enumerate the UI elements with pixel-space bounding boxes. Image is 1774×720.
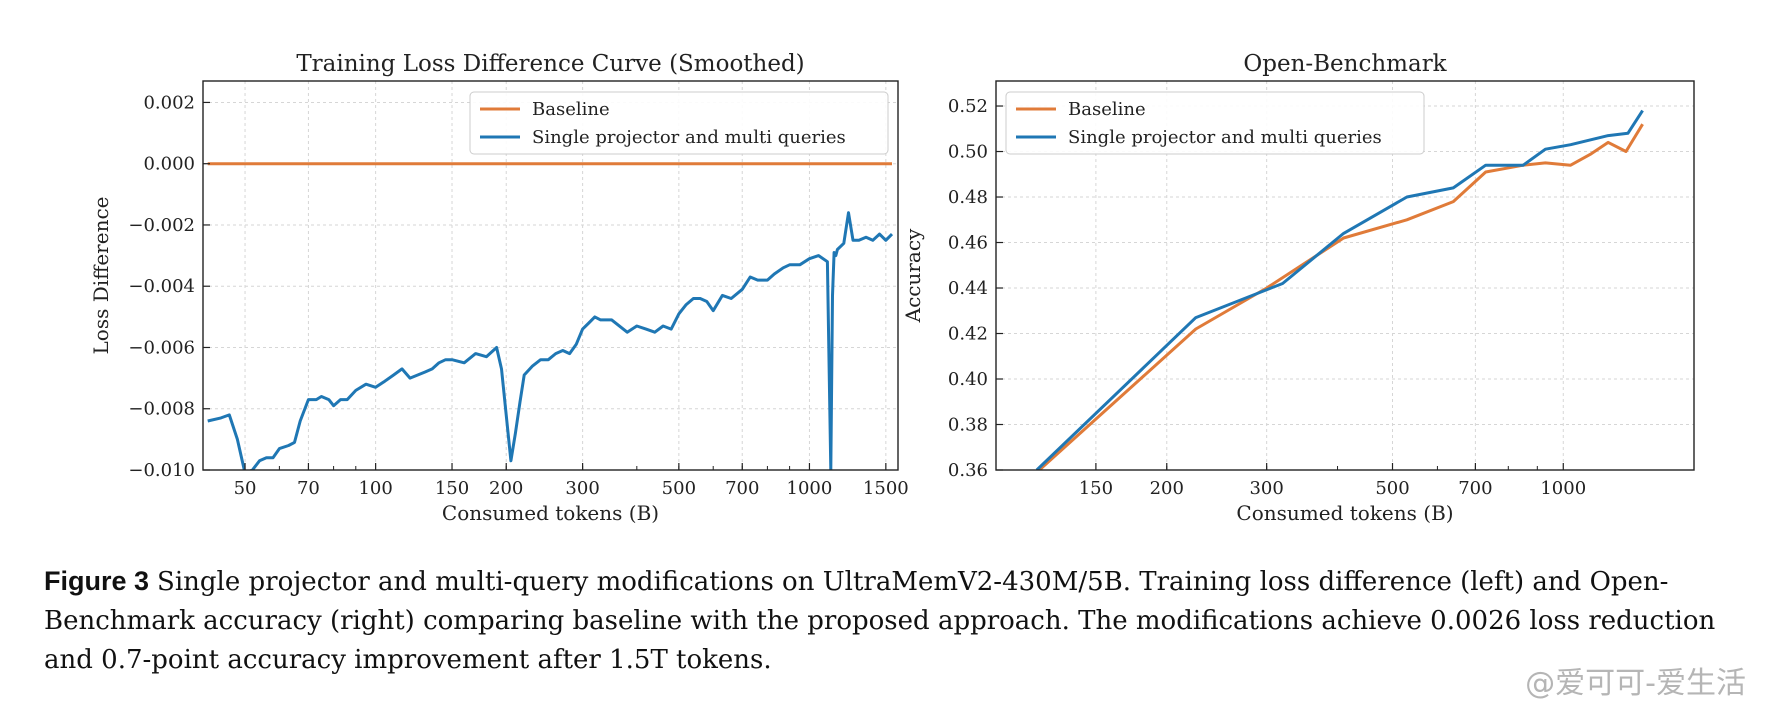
y-tick-label: 0.002 [143, 92, 195, 113]
y-tick-label: 0.44 [948, 278, 988, 299]
x-tick-label: 100 [358, 478, 392, 499]
legend-entry: Baseline [532, 99, 610, 120]
series-line-single-projector [207, 211, 894, 470]
legend: Baseline Single projector and multi queri… [469, 91, 889, 155]
x-tick-label: 1000 [1540, 478, 1586, 499]
y-tick-label: −0.010 [128, 460, 195, 481]
y-tick-label: 0.42 [948, 324, 988, 345]
chart-title: Open-Benchmark [1243, 51, 1447, 77]
y-tick-label: 0.40 [948, 369, 988, 390]
x-tick-label: 200 [489, 478, 523, 499]
x-tick-label: 300 [565, 478, 599, 499]
x-tick-label: 700 [725, 478, 759, 499]
y-tick-label: −0.006 [128, 337, 195, 358]
x-axis-label: Consumed tokens (B) [442, 501, 659, 525]
x-tick-label: 1000 [787, 478, 833, 499]
figure-caption: Figure 3 Single projector and multi-query… [44, 562, 1734, 680]
y-tick-label: −0.002 [128, 215, 195, 236]
legend-entry: Single projector and multi queries [1068, 127, 1382, 148]
caption-text: Single projector and multi-query modific… [44, 567, 1716, 675]
series-line-baseline [1037, 123, 1644, 470]
chart-2: 150 200 300 500 700 1000 0.36 0.38 0.40 0.42 0.44 0… [901, 51, 1695, 525]
legend-entry: Single projector and multi queries [532, 127, 846, 148]
x-tick-label: 300 [1249, 478, 1283, 499]
y-tick-label: 0.52 [948, 96, 988, 117]
y-tick-label: −0.008 [128, 399, 195, 420]
legend: Baseline Single projector and multi queri… [1005, 91, 1425, 155]
y-tick-label: 0.000 [143, 154, 195, 175]
y-axis-label: Loss Difference [89, 197, 113, 355]
legend-entry: Baseline [1068, 99, 1146, 120]
x-tick-label: 1500 [863, 478, 909, 499]
series-line-single-projector [1035, 109, 1644, 470]
y-tick-label: 0.38 [948, 415, 988, 436]
legend-box [469, 91, 889, 155]
x-tick-label: 700 [1458, 478, 1492, 499]
plot-frame [202, 80, 899, 471]
x-tick-label: 150 [1079, 478, 1113, 499]
x-tick-label: 70 [297, 478, 320, 499]
figure-canvas: 50 70 100 150 200 300 500 700 1000 1500 0.002 0.000… [89, 51, 1695, 525]
x-axis-label: Consumed tokens (B) [1236, 501, 1453, 525]
x-tick-label: 500 [1375, 478, 1409, 499]
y-tick-label: −0.004 [128, 276, 195, 297]
x-tick-label: 200 [1150, 478, 1184, 499]
x-tick-label: 500 [662, 478, 696, 499]
caption-label: Figure 3 [44, 566, 150, 596]
x-tick-label: 50 [234, 478, 257, 499]
plot-frame [995, 80, 1695, 471]
y-tick-label: 0.50 [948, 142, 988, 163]
y-tick-label: 0.46 [948, 233, 988, 254]
legend-box [1005, 91, 1425, 155]
watermark: @爱可可-爱生活 [1525, 666, 1746, 701]
y-tick-label: 0.36 [948, 460, 988, 481]
y-axis-label: Accuracy [901, 228, 925, 323]
y-tick-label: 0.48 [948, 187, 988, 208]
figure: 50 70 100 150 200 300 500 700 1000 1500 0.002 0.000… [89, 51, 1695, 525]
chart-1: 50 70 100 150 200 300 500 700 1000 1500 0.002 0.000… [89, 51, 909, 525]
x-tick-label: 150 [435, 478, 469, 499]
chart-title: Training Loss Difference Curve (Smoothed… [296, 51, 804, 77]
